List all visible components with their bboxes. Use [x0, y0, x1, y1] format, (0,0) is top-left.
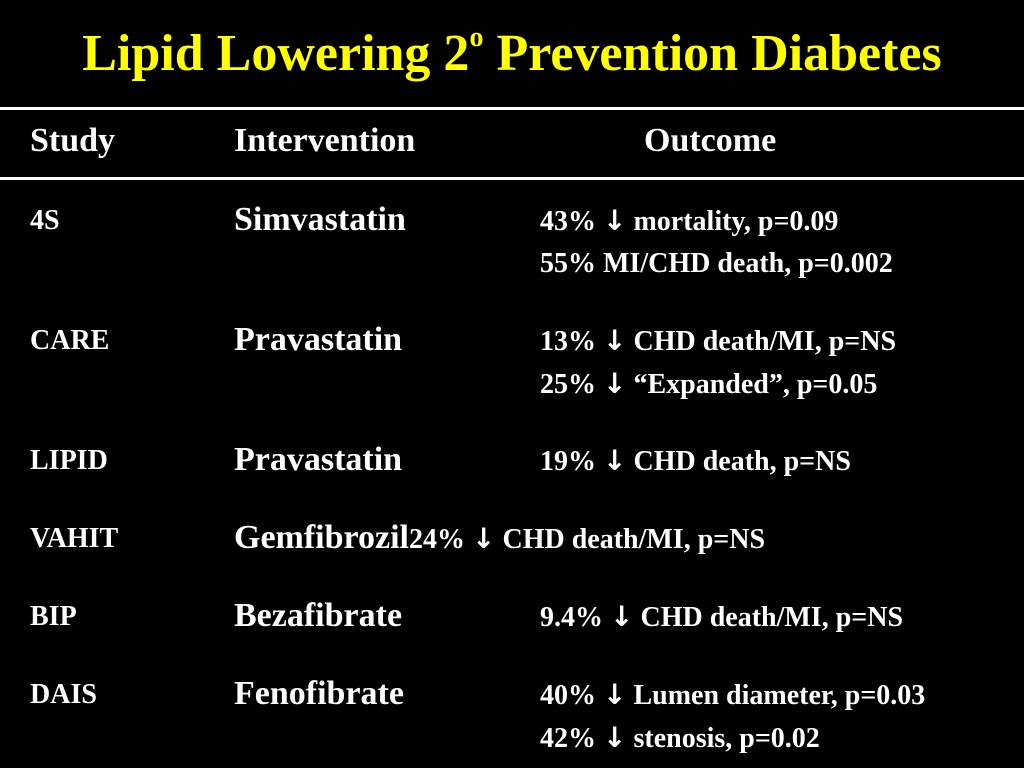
- down-arrow-icon: ↓: [610, 600, 634, 633]
- row-care-outcome-1-text: CHD death/MI, p=NS: [633, 326, 897, 357]
- header-outcome: Outcome: [644, 122, 777, 159]
- row-vahit-study: VAHIT: [30, 523, 119, 554]
- row-vahit-intervention: Gemfibrozil: [234, 519, 409, 556]
- down-arrow-icon: ↓: [603, 444, 627, 477]
- row-4s-outcome-1: 43% ↓ mortality, p=0.09: [540, 203, 838, 240]
- row-dais-study: DAIS: [30, 679, 97, 710]
- title-superscript: o: [469, 22, 484, 53]
- row-care-outcome-1-pct: 13%: [540, 326, 596, 357]
- row-bip-outcome-1: 9.4% ↓ CHD death/MI, p=NS: [540, 599, 903, 636]
- row-care-intervention: Pravastatin: [234, 321, 403, 358]
- row-dais-intervention: Fenofibrate: [234, 675, 404, 712]
- row-bip-intervention: Bezafibrate: [234, 597, 403, 634]
- row-dais-outcome-1-text: Lumen diameter, p=0.03: [633, 680, 926, 711]
- down-arrow-icon: ↓: [603, 367, 627, 400]
- row-care-outcome-1: 13% ↓ CHD death/MI, p=NS: [540, 323, 896, 360]
- row-lipid-intervention: Pravastatin: [234, 441, 403, 478]
- header-intervention: Intervention: [234, 122, 416, 159]
- row-lipid-outcome-1: 19% ↓ CHD death, p=NS: [540, 443, 851, 480]
- row-dais-outcome-2: 42% ↓ stenosis, p=0.02: [540, 720, 820, 757]
- row-care-outcome-2: 25% ↓ “Expanded”, p=0.05: [540, 366, 877, 403]
- row-bip-study: BIP: [30, 601, 77, 632]
- row-vahit-outcome-1-text: CHD death/MI, p=NS: [502, 524, 766, 555]
- row-lipid-outcome-1-text: CHD death, p=NS: [633, 446, 851, 477]
- title-main: Lipid Lowering 2: [82, 25, 470, 82]
- row-4s-study: 4S: [30, 205, 60, 236]
- row-4s-outcome-2: 55% MI/CHD death, p=0.002: [540, 246, 893, 282]
- row-4s-outcome-2-pct: 55%: [540, 248, 596, 279]
- slide-title: Lipid Lowering 2o Prevention Diabetes: [0, 22, 1024, 86]
- down-arrow-icon: ↓: [603, 324, 627, 357]
- row-4s-outcome-1-text: mortality, p=0.09: [633, 206, 839, 237]
- row-bip-outcome-1-text: CHD death/MI, p=NS: [640, 602, 904, 633]
- down-arrow-icon: ↓: [603, 678, 627, 711]
- row-4s-outcome-1-pct: 43%: [540, 206, 596, 237]
- row-dais-outcome-2-pct: 42%: [540, 723, 596, 754]
- row-4s-outcome-2-text: MI/CHD death, p=0.002: [603, 248, 893, 279]
- header-study: Study: [30, 122, 116, 159]
- row-dais-outcome-2-text: stenosis, p=0.02: [633, 723, 820, 754]
- row-lipid-outcome-1-pct: 19%: [540, 446, 596, 477]
- title-rest: Prevention Diabetes: [483, 25, 942, 82]
- row-lipid-study: LIPID: [30, 445, 108, 476]
- row-dais-outcome-1: 40% ↓ Lumen diameter, p=0.03: [540, 677, 925, 714]
- row-4s-intervention: Simvastatin: [234, 201, 406, 238]
- row-care-study: CARE: [30, 325, 110, 356]
- down-arrow-icon: ↓: [603, 721, 627, 754]
- top-divider: [0, 107, 1024, 110]
- down-arrow-icon: ↓: [472, 522, 496, 555]
- row-dais-outcome-1-pct: 40%: [540, 680, 596, 711]
- row-bip-outcome-1-pct: 9.4%: [540, 602, 603, 633]
- row-vahit-line: Gemfibrozil24% ↓ CHD death/MI, p=NS: [234, 518, 765, 560]
- down-arrow-icon: ↓: [603, 204, 627, 237]
- row-care-outcome-2-pct: 25%: [540, 369, 596, 400]
- row-care-outcome-2-text: “Expanded”, p=0.05: [633, 369, 878, 400]
- row-vahit-outcome-1: 24% ↓ CHD death/MI, p=NS: [409, 522, 766, 555]
- header-divider: [0, 177, 1024, 180]
- row-vahit-outcome-1-pct: 24%: [409, 524, 465, 555]
